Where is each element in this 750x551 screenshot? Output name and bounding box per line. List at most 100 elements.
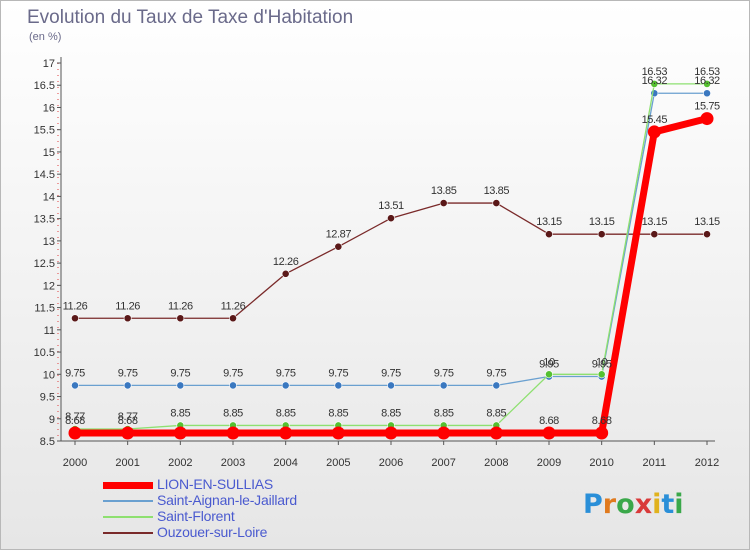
legend-swatch	[103, 481, 153, 489]
x-tick-label: 2011	[643, 457, 667, 469]
data-label: 15.45	[642, 114, 668, 126]
data-point	[123, 381, 132, 390]
x-tick-label: 2002	[168, 457, 192, 469]
x-tick-label: 2009	[537, 457, 561, 469]
proxiti-logo: Proxiti	[583, 489, 684, 520]
data-point	[439, 199, 448, 207]
y-tick-label: 9	[49, 414, 55, 426]
data-point	[650, 230, 659, 239]
data-point	[387, 214, 395, 223]
data-point	[492, 381, 501, 390]
data-label: 8.68	[539, 415, 559, 427]
data-point	[647, 125, 661, 139]
data-label: 13.15	[536, 216, 562, 228]
data-point	[384, 426, 398, 440]
legend-label: LION-EN-SULLIAS	[157, 476, 274, 492]
data-point	[279, 426, 293, 440]
data-label: 11.26	[168, 300, 193, 312]
y-tick-label: 11.5	[34, 303, 55, 315]
y-unit-label: (en %)	[29, 31, 62, 43]
y-tick-label: 8.5	[40, 436, 55, 448]
data-label: 12.87	[326, 229, 352, 241]
data-point	[281, 381, 290, 390]
logo-letter: x	[634, 489, 653, 520]
data-label: 10	[596, 356, 608, 368]
data-label: 11.26	[221, 300, 246, 312]
data-label: 9.75	[276, 367, 296, 379]
data-label: 13.15	[642, 216, 668, 228]
data-label: 9.75	[328, 367, 348, 379]
y-tick-label: 12	[43, 280, 55, 292]
data-point	[437, 426, 451, 440]
y-tick-label: 12.5	[34, 258, 55, 270]
y-tick-label: 13	[43, 236, 55, 248]
data-label: 15.75	[694, 101, 720, 113]
data-label: 11.26	[115, 300, 140, 312]
data-point	[703, 89, 711, 98]
logo-letter: o	[616, 489, 635, 520]
data-label: 9.75	[223, 367, 243, 379]
data-label: 11.26	[63, 300, 88, 312]
data-label: 8.68	[118, 415, 138, 427]
data-label: 16.53	[694, 66, 720, 78]
x-tick-label: 2003	[221, 457, 245, 469]
x-tick-label: 2006	[379, 457, 403, 469]
data-point	[545, 230, 553, 239]
data-label: 13.15	[694, 216, 720, 228]
data-point	[489, 426, 503, 440]
y-tick-label: 15.5	[34, 125, 55, 137]
data-label: 16.32	[694, 75, 720, 87]
data-label: 8.77	[118, 411, 138, 423]
data-label: 8.68	[65, 415, 85, 427]
data-point	[387, 381, 395, 390]
data-label: 8.85	[170, 407, 190, 419]
data-point	[121, 426, 135, 440]
legend-label: Saint-Florent	[157, 508, 235, 524]
data-label: 8.85	[328, 407, 348, 419]
data-point	[229, 381, 237, 390]
data-point	[650, 80, 659, 88]
data-point	[545, 370, 553, 379]
x-tick-label: 2004	[273, 457, 297, 469]
data-point	[71, 314, 79, 323]
legend-swatch	[103, 516, 153, 518]
data-point	[595, 426, 609, 440]
data-point	[597, 370, 606, 379]
y-tick-label: 13.5	[34, 214, 55, 226]
data-point	[123, 314, 132, 323]
y-tick-label: 14.5	[34, 169, 55, 181]
x-tick-label: 2000	[63, 457, 87, 469]
data-point	[68, 426, 82, 440]
data-label: 8.85	[223, 407, 243, 419]
data-label: 16.53	[642, 66, 668, 78]
data-point	[173, 426, 187, 440]
data-label: 8.68	[592, 415, 612, 427]
y-tick-label: 15	[43, 147, 55, 159]
data-point	[331, 426, 345, 440]
data-label: 8.85	[486, 407, 506, 419]
data-label: 9.95	[539, 359, 559, 371]
y-tick-label: 10.5	[34, 347, 55, 359]
chart-title: Evolution du Taux de Taxe d'Habitation	[27, 7, 354, 28]
data-label: 9.75	[118, 367, 138, 379]
data-point	[700, 112, 714, 126]
y-tick-label: 10	[43, 369, 55, 381]
data-label: 9.75	[65, 367, 85, 379]
logo-letter: P	[583, 489, 603, 520]
data-label: 8.85	[381, 407, 401, 419]
logo-letter: i	[652, 489, 662, 520]
data-label: 12.26	[273, 256, 299, 268]
data-point	[703, 80, 711, 88]
y-tick-label: 11	[44, 325, 55, 337]
data-label: 9.75	[486, 367, 506, 379]
data-label: 13.51	[378, 200, 404, 212]
data-label: 16.32	[642, 75, 668, 87]
x-tick-label: 2007	[431, 457, 455, 469]
data-point	[492, 199, 501, 207]
legend-label: Saint-Aignan-le-Jaillard	[157, 492, 297, 508]
data-point	[334, 242, 343, 251]
data-label: 13.85	[431, 185, 457, 197]
data-point	[597, 230, 606, 239]
